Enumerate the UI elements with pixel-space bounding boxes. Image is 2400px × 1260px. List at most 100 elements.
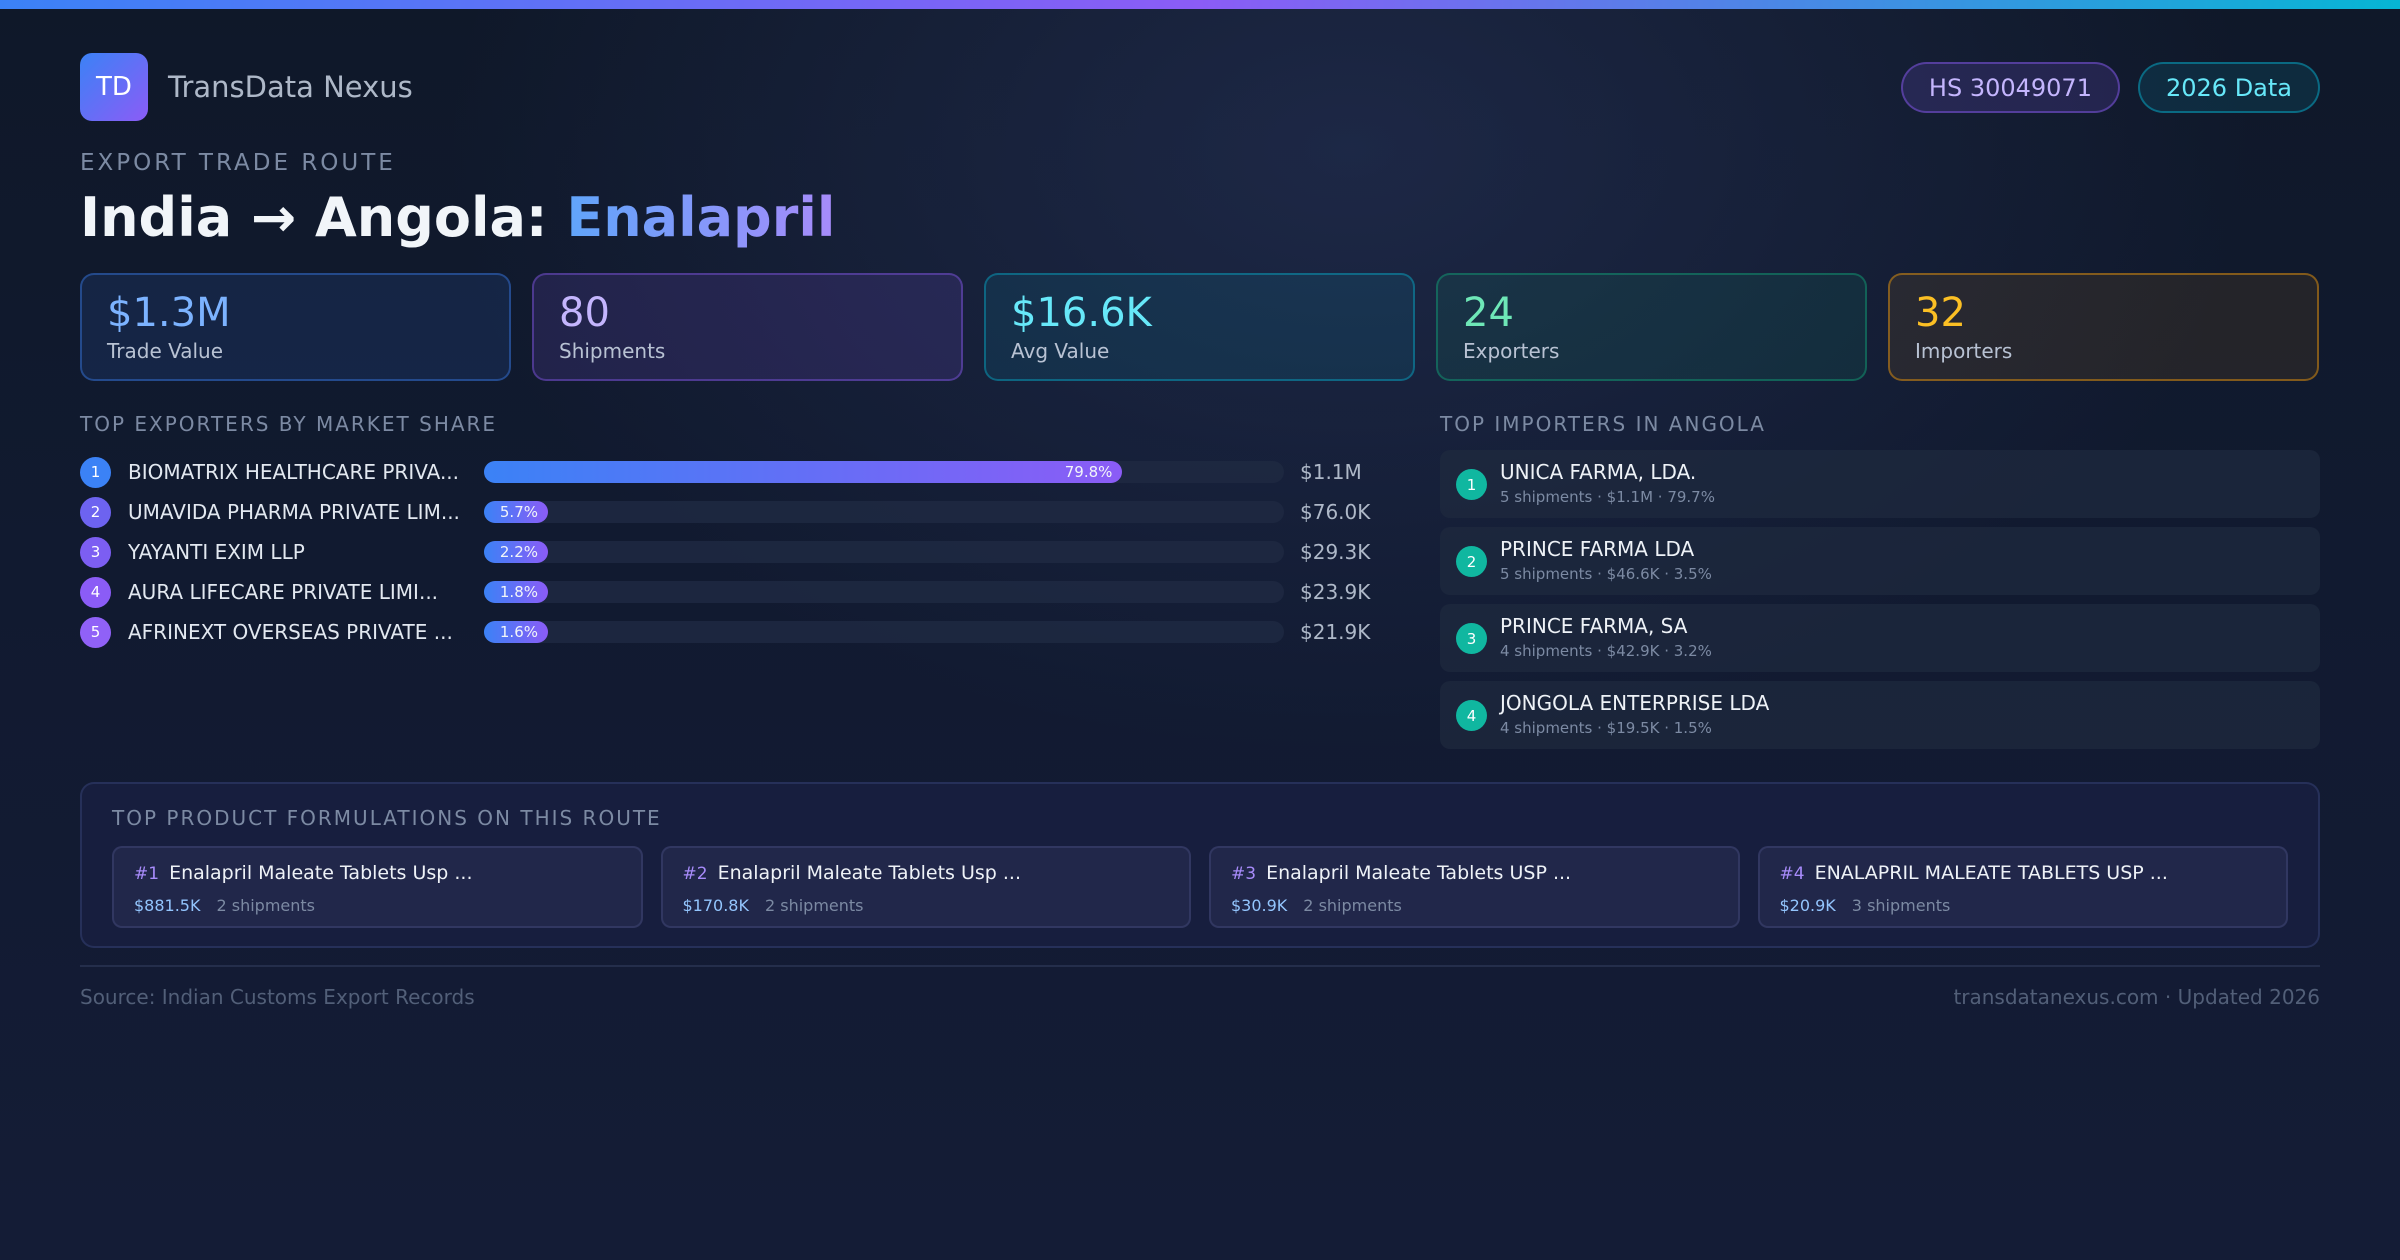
stat-label: Exporters xyxy=(1463,339,1560,363)
stat-value: $1.3M xyxy=(107,290,231,336)
footer-source: Source: Indian Customs Export Records xyxy=(80,985,475,1009)
formulation-shipments: 3 shipments xyxy=(1851,896,1951,915)
formulation-shipments: 2 shipments xyxy=(216,896,316,915)
importers-list: 1 UNICA FARMA, LDA. 5 shipments · $1.1M … xyxy=(1440,450,2320,749)
exporter-name: YAYANTI EXIM LLP xyxy=(128,540,305,564)
importer-meta: 5 shipments · $46.6K · 3.5% xyxy=(1500,565,1712,583)
exporter-name: BIOMATRIX HEALTHCARE PRIVA... xyxy=(128,460,460,484)
importer-meta: 5 shipments · $1.1M · 79.7% xyxy=(1500,488,1715,506)
importer-name: UNICA FARMA, LDA. xyxy=(1500,460,1697,484)
formulation-shipments: 2 shipments xyxy=(764,896,864,915)
formulation-name: ENALAPRIL MALEATE TABLETS USP ... xyxy=(1814,862,2168,884)
formulation-name: Enalapril Maleate Tablets Usp ... xyxy=(717,862,1022,884)
share-bar-fill: 1.8% xyxy=(484,581,548,603)
importer-name: PRINCE FARMA LDA xyxy=(1500,537,1695,561)
exporter-row: 2 UMAVIDA PHARMA PRIVATE LIM... 5.7% $76… xyxy=(80,492,1370,532)
share-bar-track: 1.8% xyxy=(484,581,1284,603)
share-bar-track: 5.7% xyxy=(484,501,1284,523)
exporter-row: 3 YAYANTI EXIM LLP 2.2% $29.3K xyxy=(80,532,1370,572)
footer-site: transdatanexus.com · Updated 2026 xyxy=(1953,985,2320,1009)
data-year-badge: 2026 Data xyxy=(2137,62,2320,113)
stat-label: Trade Value xyxy=(107,339,224,363)
share-percent: 1.6% xyxy=(499,623,538,641)
share-bar-fill: 2.2% xyxy=(484,541,548,563)
exporter-rank-badge: 1 xyxy=(80,456,111,488)
top-accent-bar xyxy=(0,0,2400,9)
share-bar-fill: 5.7% xyxy=(484,501,548,523)
importer-rank-badge: 4 xyxy=(1456,700,1487,731)
exporter-rank-badge: 2 xyxy=(80,496,111,528)
stat-label: Shipments xyxy=(559,339,666,363)
exporter-name: AFRINEXT OVERSEAS PRIVATE ... xyxy=(128,620,453,644)
formulation-value: $881.5K xyxy=(134,896,201,915)
route-text: India → Angola: xyxy=(80,186,567,249)
footer-divider xyxy=(80,965,2320,967)
share-percent: 2.2% xyxy=(499,543,538,561)
formulation-card: #4 ENALAPRIL MALEATE TABLETS USP ... $20… xyxy=(1757,846,2288,928)
exporter-value: $29.3K xyxy=(1300,540,1371,564)
importer-rank-badge: 1 xyxy=(1456,469,1487,500)
exporter-name: UMAVIDA PHARMA PRIVATE LIM... xyxy=(128,500,460,524)
importer-rank-badge: 2 xyxy=(1456,546,1487,577)
importer-name: JONGOLA ENTERPRISE LDA xyxy=(1500,691,1770,715)
formulation-name: Enalapril Maleate Tablets Usp ... xyxy=(169,862,473,884)
importer-card: 4 JONGOLA ENTERPRISE LDA 4 shipments · $… xyxy=(1440,681,2320,749)
formulation-rank: #1 xyxy=(134,864,160,884)
exporters-title: TOP EXPORTERS BY MARKET SHARE xyxy=(80,412,498,436)
stat-trade-value: $1.3M Trade Value xyxy=(80,273,511,381)
exporter-row: 1 BIOMATRIX HEALTHCARE PRIVA... 79.8% $1… xyxy=(80,452,1370,492)
hs-code-badge: HS 30049071 xyxy=(1900,62,2120,113)
formulation-header: #4 ENALAPRIL MALEATE TABLETS USP ... xyxy=(1780,862,2267,884)
stat-value: 32 xyxy=(1915,290,1966,336)
exporters-section: TOP EXPORTERS BY MARKET SHARE 1 BIOMATRI… xyxy=(80,412,1370,652)
share-bar-fill: 79.8% xyxy=(484,461,1123,483)
share-bar-fill: 1.6% xyxy=(484,621,548,643)
importer-card: 3 PRINCE FARMA, SA 4 shipments · $42.9K … xyxy=(1440,604,2320,672)
formulations-title: TOP PRODUCT FORMULATIONS ON THIS ROUTE xyxy=(112,806,662,830)
importers-section: TOP IMPORTERS IN ANGOLA 1 UNICA FARMA, L… xyxy=(1440,412,2320,758)
formulation-rank: #4 xyxy=(1779,864,1805,884)
formulation-meta: $170.8K 2 shipments xyxy=(683,896,1170,915)
share-percent: 79.8% xyxy=(1064,463,1113,481)
page-kicker: EXPORT TRADE ROUTE xyxy=(80,150,396,176)
exporter-value: $23.9K xyxy=(1300,580,1371,604)
stat-importers: 32 Importers xyxy=(1888,273,2319,381)
formulation-card: #1 Enalapril Maleate Tablets Usp ... $88… xyxy=(112,846,643,928)
share-bar-track: 79.8% xyxy=(484,461,1284,483)
exporters-list: 1 BIOMATRIX HEALTHCARE PRIVA... 79.8% $1… xyxy=(80,452,1370,652)
share-percent: 1.8% xyxy=(499,583,538,601)
stat-exporters: 24 Exporters xyxy=(1436,273,1867,381)
share-bar-track: 1.6% xyxy=(484,621,1284,643)
exporter-row: 4 AURA LIFECARE PRIVATE LIMI... 1.8% $23… xyxy=(80,572,1370,612)
formulation-meta: $20.9K 3 shipments xyxy=(1780,896,2267,915)
formulations-list: #1 Enalapril Maleate Tablets Usp ... $88… xyxy=(112,846,2288,928)
formulation-value: $30.9K xyxy=(1231,896,1288,915)
header-badges: HS 30049071 2026 Data xyxy=(1900,62,2320,113)
formulation-value: $170.8K xyxy=(682,896,749,915)
importer-meta: 4 shipments · $42.9K · 3.2% xyxy=(1500,642,1712,660)
stat-label: Avg Value xyxy=(1011,339,1110,363)
formulation-meta: $881.5K 2 shipments xyxy=(134,896,621,915)
stat-label: Importers xyxy=(1915,339,2013,363)
exporter-row: 5 AFRINEXT OVERSEAS PRIVATE ... 1.6% $21… xyxy=(80,612,1370,652)
formulation-card: #2 Enalapril Maleate Tablets Usp ... $17… xyxy=(660,846,1191,928)
exporter-rank-badge: 4 xyxy=(80,576,111,608)
stat-value: 24 xyxy=(1463,290,1514,336)
formulation-shipments: 2 shipments xyxy=(1303,896,1402,915)
exporter-rank-badge: 3 xyxy=(80,536,111,568)
brand: TD TransData Nexus xyxy=(80,53,413,121)
formulation-card: #3 Enalapril Maleate Tablets USP ... $30… xyxy=(1209,846,1740,928)
stat-cards: $1.3M Trade Value 80 Shipments $16.6K Av… xyxy=(80,273,2320,381)
exporter-value: $21.9K xyxy=(1300,620,1371,644)
formulations-panel: TOP PRODUCT FORMULATIONS ON THIS ROUTE #… xyxy=(80,782,2320,948)
importer-card: 1 UNICA FARMA, LDA. 5 shipments · $1.1M … xyxy=(1440,450,2320,518)
brand-name: TransData Nexus xyxy=(168,70,413,104)
importer-name: PRINCE FARMA, SA xyxy=(1500,614,1688,638)
share-bar-track: 2.2% xyxy=(484,541,1284,563)
stat-value: 80 xyxy=(559,290,610,336)
stat-value: $16.6K xyxy=(1011,290,1152,336)
share-percent: 5.7% xyxy=(499,503,538,521)
product-name: Enalapril xyxy=(566,186,836,249)
page-title: India → Angola: Enalapril xyxy=(80,186,835,249)
formulation-rank: #2 xyxy=(682,864,708,884)
